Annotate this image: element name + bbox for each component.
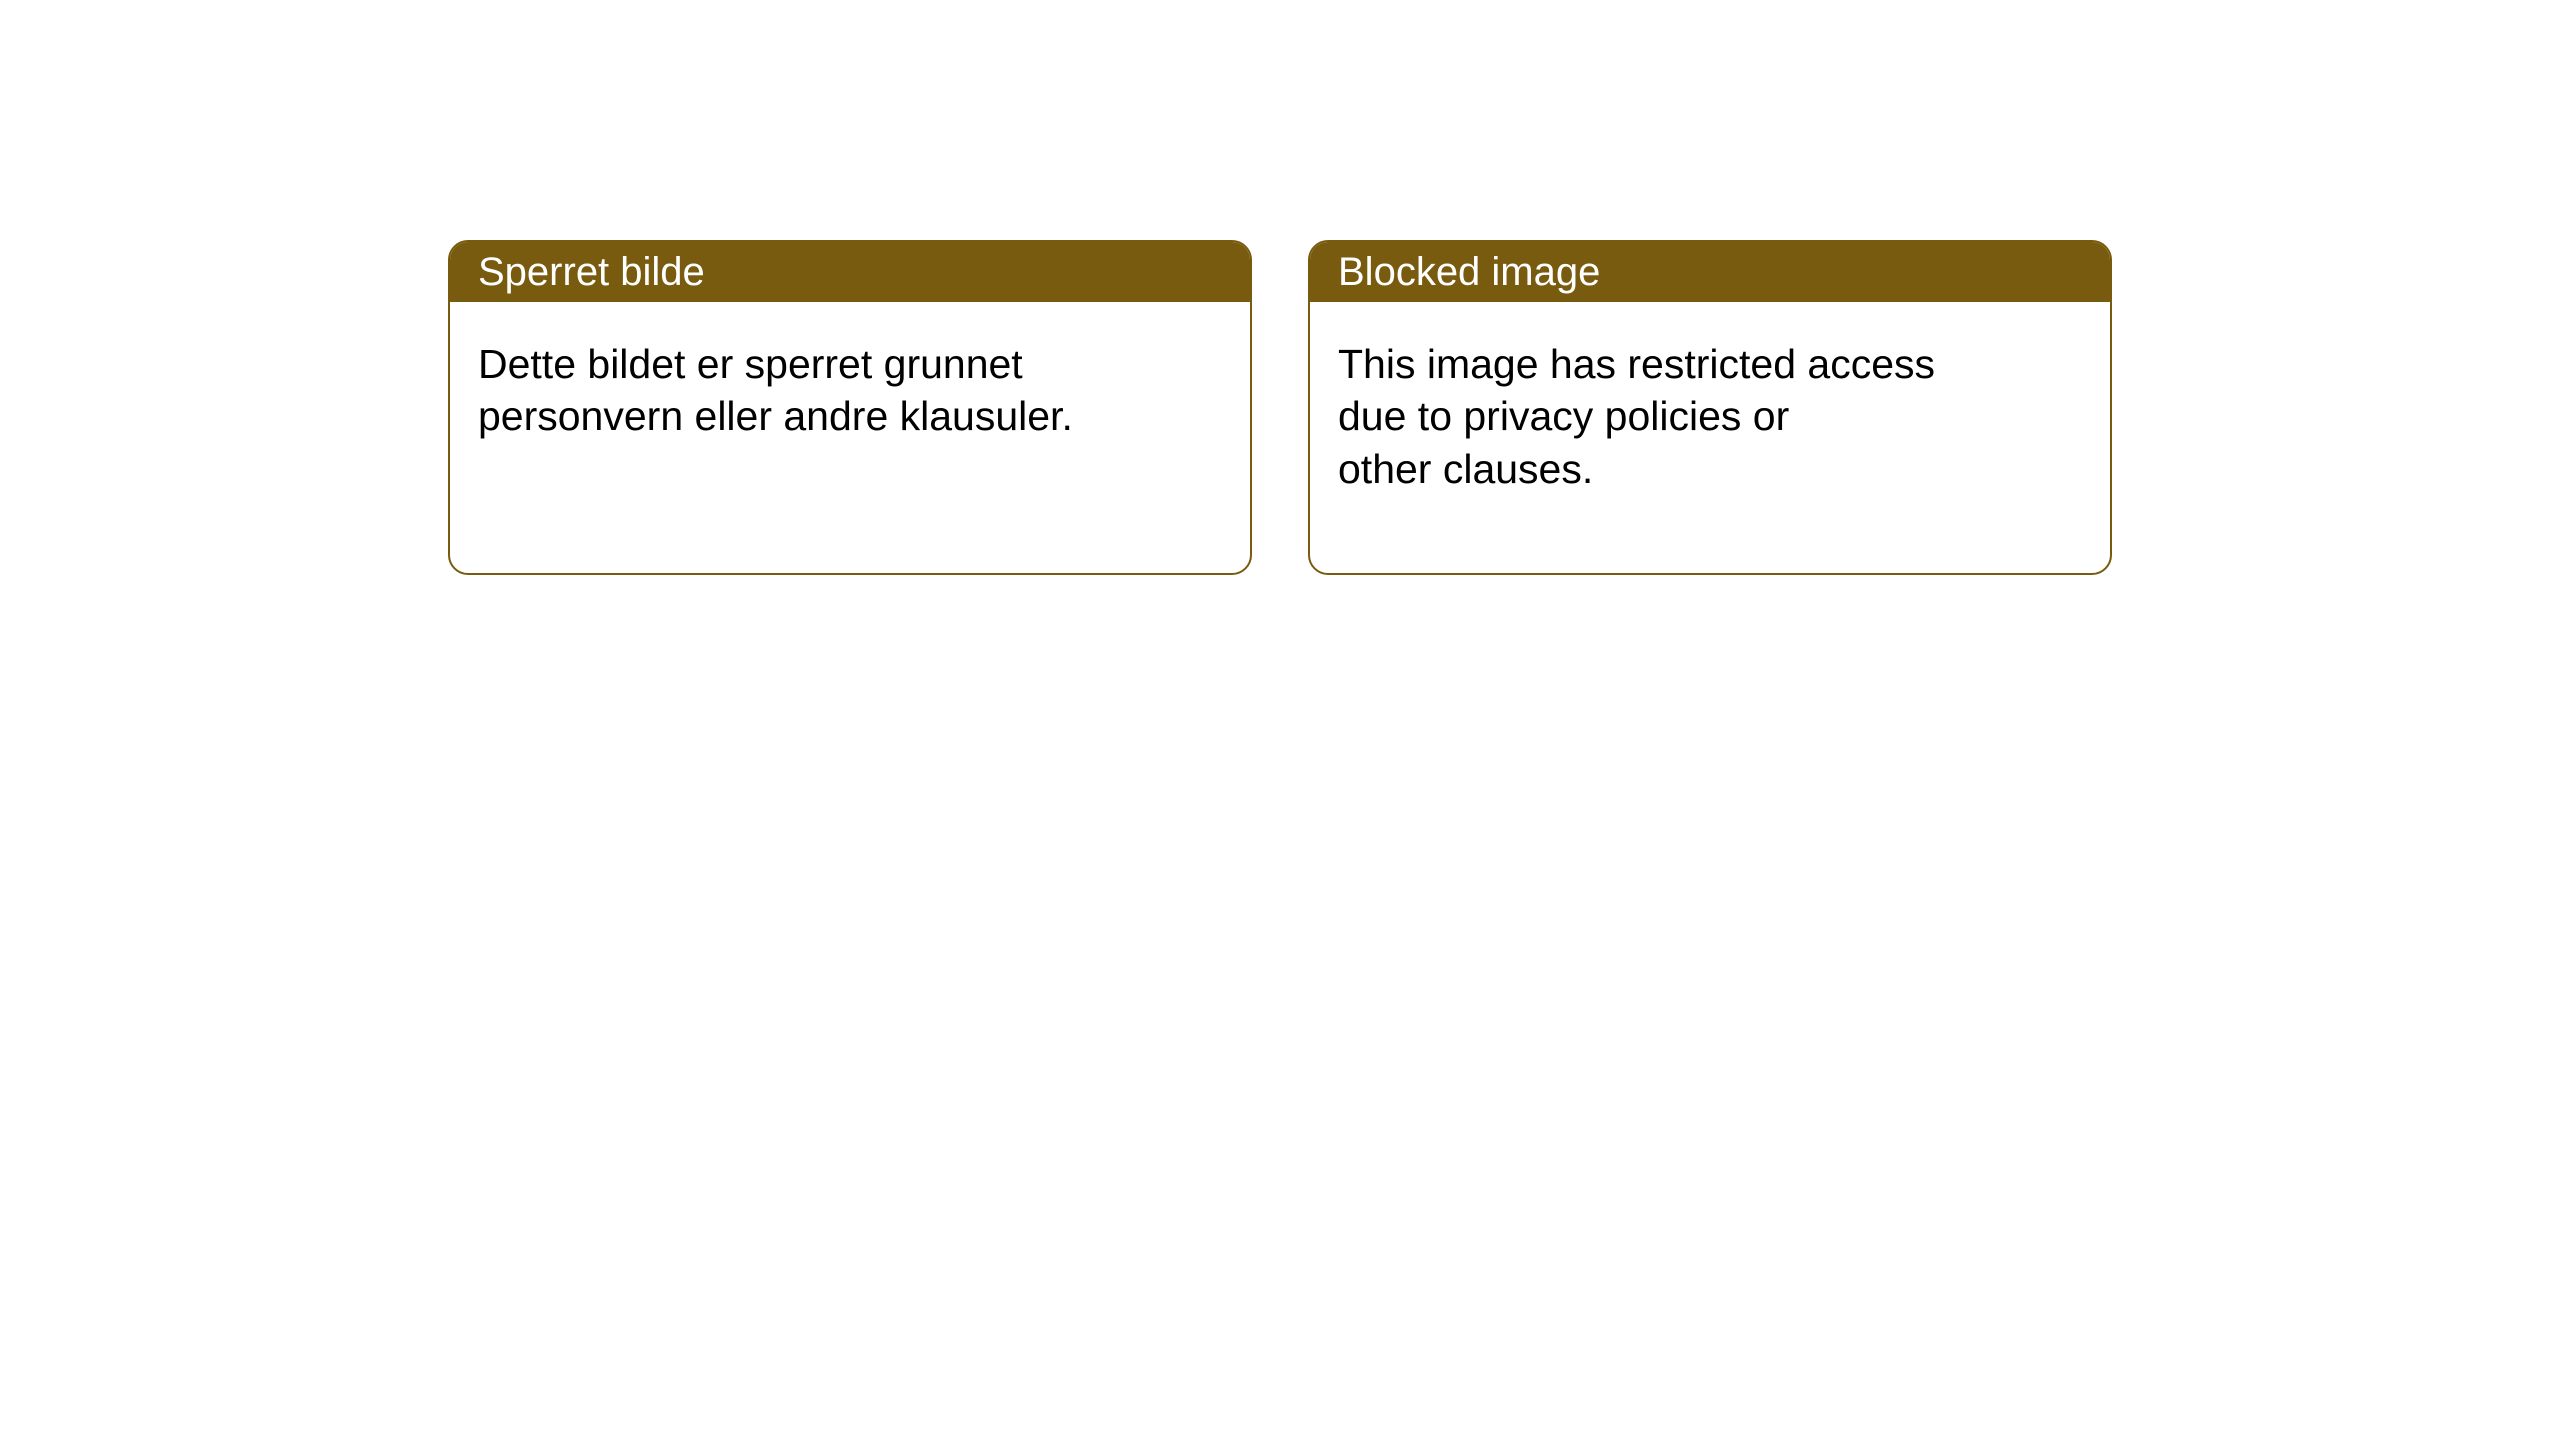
notice-card-norwegian: Sperret bilde Dette bildet er sperret gr… [448,240,1252,575]
card-body-line: personvern eller andre klausuler. [478,393,1073,439]
card-body-line: due to privacy policies or [1338,393,1789,439]
card-body-line: This image has restricted access [1338,341,1935,387]
card-body-line: Dette bildet er sperret grunnet [478,341,1023,387]
card-body-line: other clauses. [1338,446,1593,492]
notice-cards-container: Sperret bilde Dette bildet er sperret gr… [0,0,2560,575]
card-header-text: Blocked image [1338,250,1600,295]
card-body-english: This image has restricted access due to … [1310,302,2110,523]
card-header-english: Blocked image [1310,242,2110,302]
card-body-norwegian: Dette bildet er sperret grunnet personve… [450,302,1250,471]
card-header-text: Sperret bilde [478,250,705,295]
notice-card-english: Blocked image This image has restricted … [1308,240,2112,575]
card-header-norwegian: Sperret bilde [450,242,1250,302]
